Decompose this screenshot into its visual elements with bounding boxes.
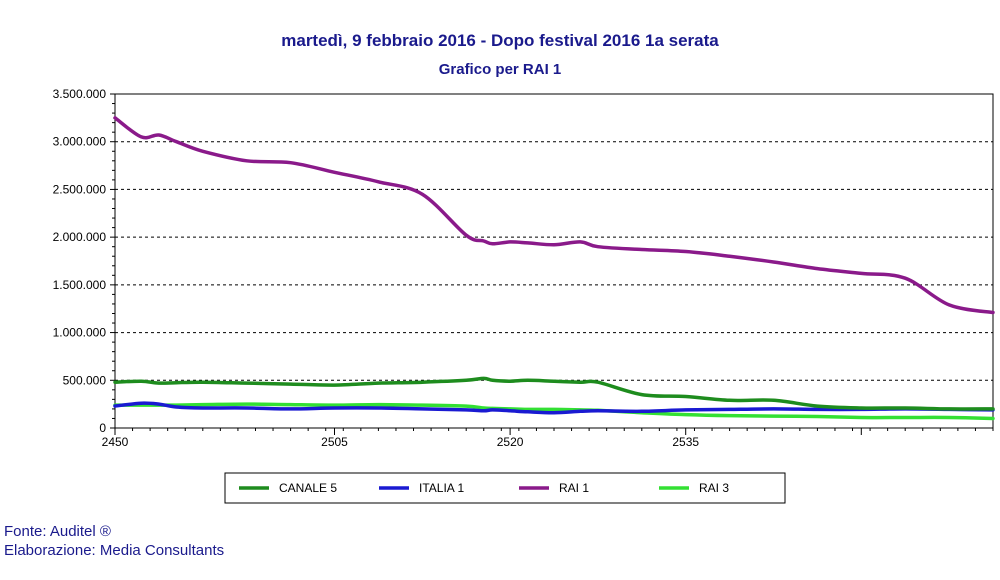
x-tick-label: 2520: [497, 435, 524, 449]
series-line-rai-3: [113, 402, 995, 421]
y-tick-label: 2.500.000: [53, 182, 107, 196]
y-axis-ticks: 0 500.000 1.000.000 1.500.000 2.000.000 2.500…: [53, 87, 115, 435]
grid-lines: [115, 141, 993, 381]
x-axis-ticks: 2450 2505 2520 2535: [102, 428, 994, 449]
x-tick-label: 2535: [672, 435, 699, 449]
legend: CANALE 5 ITALIA 1 RAI 1 RAI 3: [224, 472, 786, 504]
chart-title: martedì, 9 febbraio 2016 - Dopo festival…: [281, 31, 719, 50]
legend-box: [224, 472, 786, 504]
y-tick-label: 2.000.000: [53, 230, 107, 244]
y-tick-label: 3.500.000: [53, 87, 107, 101]
legend-label: CANALE 5: [279, 481, 337, 495]
chart-subtitle: Grafico per RAI 1: [438, 61, 562, 78]
elaboration-note: Elaborazione: Media Consultants: [4, 542, 225, 559]
y-tick-label: 1.500.000: [53, 278, 107, 292]
series-line-italia-1: [113, 401, 995, 415]
y-tick-label: 0: [99, 421, 106, 435]
legend-label: RAI 3: [699, 481, 729, 495]
y-tick-label: 3.000.000: [53, 135, 107, 149]
series-line-canale-5: [113, 376, 995, 411]
series-lines: [113, 116, 995, 421]
legend-label: RAI 1: [559, 481, 589, 495]
plot-frame: [114, 93, 994, 429]
legend-label: ITALIA 1: [419, 481, 464, 495]
source-note: Fonte: Auditel ®: [4, 523, 111, 540]
x-tick-label: 2505: [321, 435, 348, 449]
x-tick-label: 2450: [102, 435, 129, 449]
y-tick-label: 500.000: [63, 373, 107, 387]
line-chart: 0 500.000 1.000.000 1.500.000 2.000.000 2.500…: [53, 87, 995, 504]
y-tick-label: 1.000.000: [53, 326, 107, 340]
series-line-rai-1: [113, 116, 995, 315]
